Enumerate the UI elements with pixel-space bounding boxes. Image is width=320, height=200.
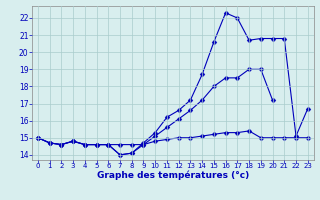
X-axis label: Graphe des températures (°c): Graphe des températures (°c) <box>97 171 249 180</box>
